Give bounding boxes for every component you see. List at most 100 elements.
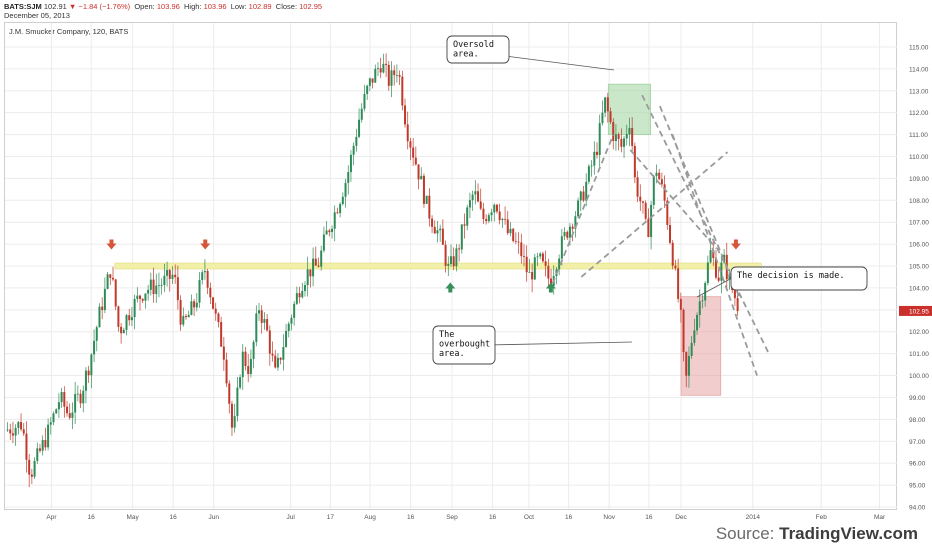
- y-tick-label: 99.00: [909, 395, 926, 402]
- support-band: [114, 262, 762, 270]
- candle-body: [441, 228, 444, 245]
- candle-body: [728, 274, 731, 280]
- candle-body: [347, 172, 350, 183]
- y-tick-label: 112.00: [909, 110, 929, 117]
- candle-body: [236, 387, 239, 417]
- candle-body: [479, 201, 482, 209]
- candle-body: [733, 290, 736, 299]
- candle-body: [203, 271, 206, 273]
- callout-text: overbought: [439, 340, 490, 350]
- candle-body: [639, 196, 642, 202]
- callout-box[interactable]: [730, 266, 868, 291]
- candle-body: [111, 277, 114, 280]
- candle-body: [449, 256, 452, 264]
- close-value: 102.95: [299, 2, 323, 11]
- x-tick-label: 16: [565, 514, 573, 521]
- y-tick-label: 115.00: [909, 44, 929, 51]
- y-tick-label: 104.00: [909, 285, 929, 292]
- x-tick-label: 16: [645, 514, 653, 521]
- candle-body: [696, 314, 699, 331]
- x-tick-label: Jun: [208, 514, 219, 521]
- candle-body: [339, 204, 342, 214]
- overbought-zone: [680, 296, 722, 396]
- candle-body: [514, 240, 517, 242]
- candle-body: [395, 75, 398, 76]
- candle-body: [366, 85, 369, 94]
- candle-body: [420, 175, 423, 180]
- candle-body: [133, 298, 136, 318]
- last-price: 102.91: [43, 2, 67, 11]
- open-value: 103.96: [156, 2, 180, 11]
- candle-body: [109, 274, 112, 278]
- candle-body: [55, 409, 58, 414]
- candle-body: [312, 258, 315, 277]
- candle-body: [393, 70, 396, 76]
- candle-body: [522, 256, 525, 257]
- callout-box[interactable]: [432, 325, 496, 365]
- callout-text: The decision is made.: [737, 271, 844, 281]
- candle-body: [241, 351, 244, 378]
- candle-body: [36, 448, 39, 461]
- callout-pointer: [500, 55, 615, 71]
- candle-body: [468, 200, 471, 208]
- candle-body: [14, 427, 17, 436]
- candle-body: [82, 390, 85, 404]
- candle-body: [30, 474, 33, 477]
- candle-body: [387, 64, 390, 86]
- candle-body: [282, 347, 285, 360]
- candle-body: [412, 147, 415, 158]
- candle-body: [666, 200, 669, 225]
- candle-body: [736, 298, 739, 312]
- candle-body: [593, 151, 596, 166]
- y-tick-label: 108.00: [909, 198, 929, 205]
- candle-body: [333, 212, 336, 229]
- candle-body: [433, 226, 436, 234]
- candle-body: [547, 265, 550, 279]
- candle-body: [79, 393, 82, 404]
- callout-box[interactable]: [446, 35, 510, 64]
- candle-body: [60, 391, 63, 403]
- x-tick-label: May: [126, 514, 139, 521]
- candle-body: [322, 234, 325, 251]
- high-label: High:: [183, 2, 202, 11]
- candle-body: [463, 224, 466, 226]
- candle-body: [279, 357, 282, 360]
- low-value: 102.89: [248, 2, 272, 11]
- x-tick-label: Feb: [816, 514, 828, 521]
- candle-body: [466, 207, 469, 226]
- candle-body: [658, 172, 661, 180]
- y-tick-label: 107.00: [909, 220, 929, 227]
- candle-body: [217, 313, 220, 323]
- candle-body: [68, 413, 71, 418]
- candle-body: [596, 151, 599, 155]
- candle-body: [214, 308, 217, 314]
- candle-body: [477, 191, 480, 202]
- candle-body: [314, 258, 317, 266]
- callout-pointer: [486, 341, 633, 346]
- candle-body: [128, 315, 131, 321]
- candle-body: [598, 123, 601, 155]
- candle-body: [130, 317, 133, 321]
- candle-body: [301, 290, 304, 298]
- y-tick-label: 106.00: [909, 242, 929, 249]
- candle-body: [20, 422, 23, 430]
- candle-body: [101, 306, 104, 311]
- candle-body: [577, 200, 580, 217]
- x-tick-label: Oct: [524, 514, 534, 521]
- candle-body: [252, 341, 255, 359]
- candle-body: [709, 250, 712, 263]
- candle-body: [306, 269, 309, 286]
- candle-body: [182, 316, 185, 325]
- candle-body: [349, 154, 352, 173]
- candle-body: [541, 253, 544, 262]
- candle-body: [358, 119, 361, 137]
- candle-body: [422, 175, 425, 204]
- candle-body: [712, 250, 715, 259]
- candle-body: [25, 433, 28, 460]
- y-tick-label: 98.00: [909, 417, 926, 424]
- trendline: [551, 134, 615, 284]
- candle-body: [33, 460, 36, 477]
- x-tick-label: 17: [327, 514, 335, 521]
- source-prefix: Source:: [715, 524, 780, 543]
